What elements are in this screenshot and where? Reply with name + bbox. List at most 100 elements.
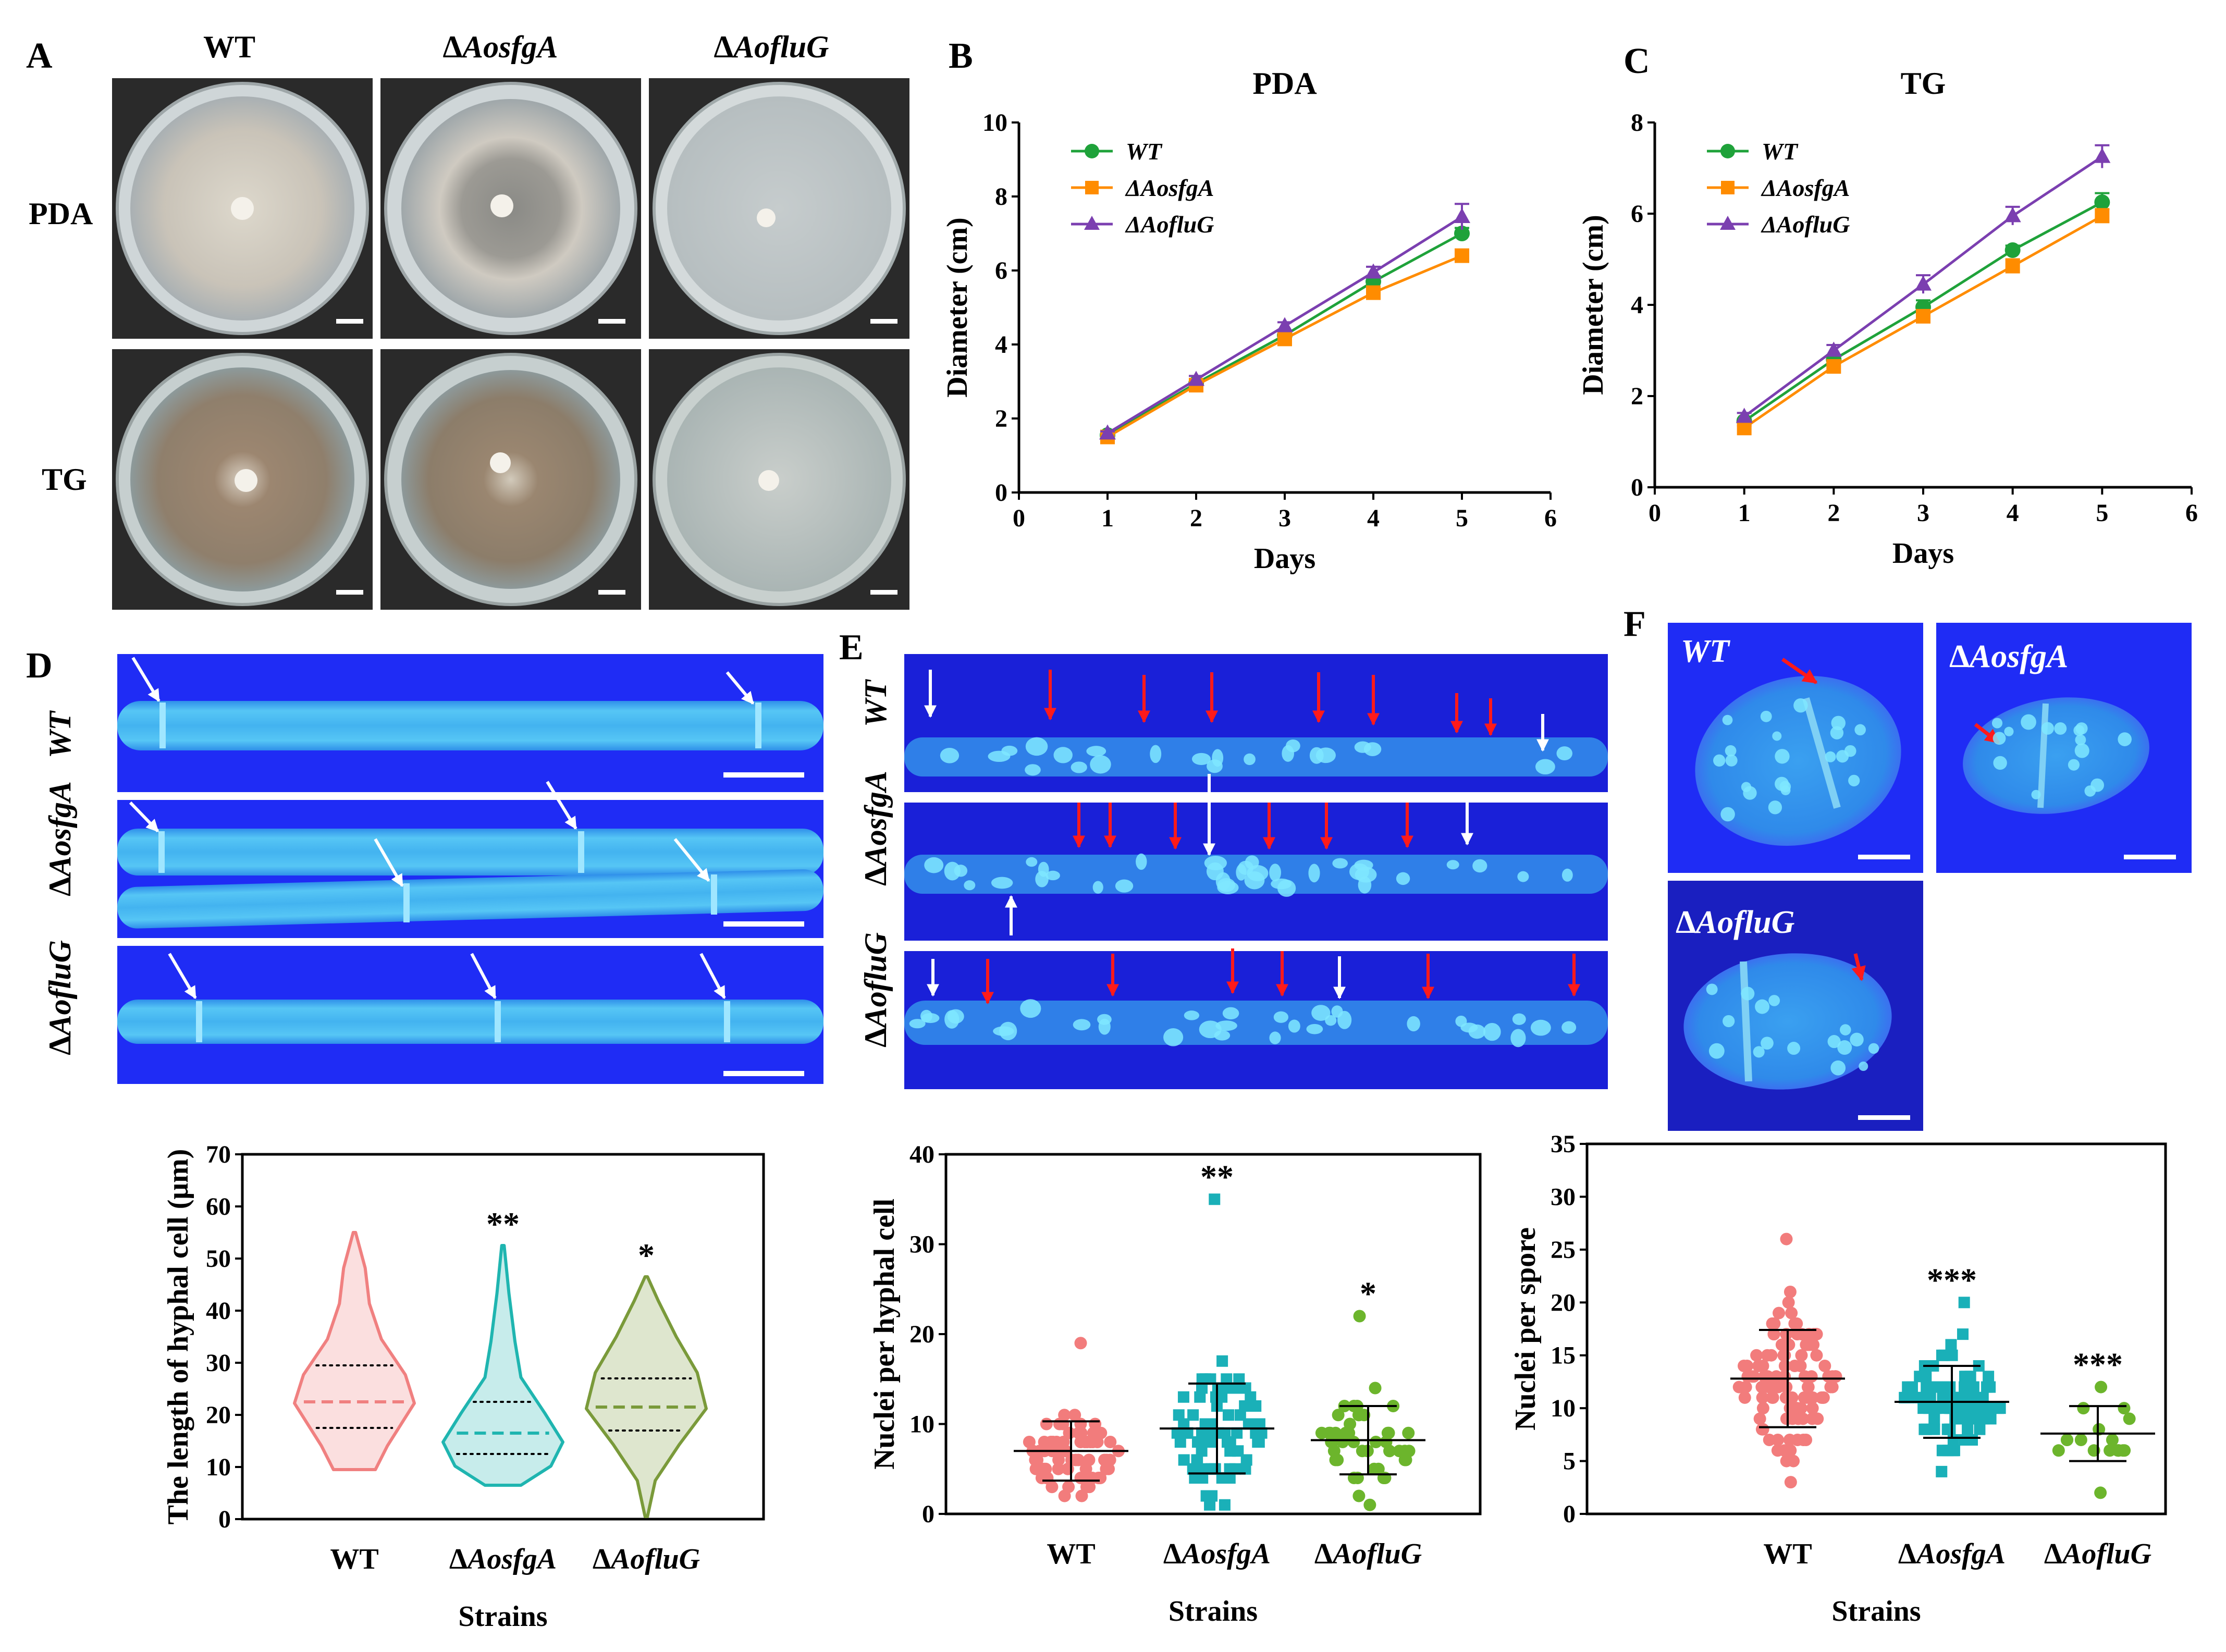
data-point [1806,1391,1819,1404]
nucleus [1269,1031,1281,1044]
data-point [1221,1373,1233,1385]
micro-label-sfg: ΔAosfgA [1949,639,2068,674]
data-point [2094,1486,2107,1499]
nucleus [1483,1022,1501,1041]
scatter-chart-nuclei-spore: 0 5 10 15 20 25 30 35 Strains Nuclei per spore WT Δ… [1509,1130,2167,1628]
nucleus [2031,790,2041,799]
significance-label: *** [1927,1261,1977,1298]
data-point [1958,1297,1970,1309]
data-point [1977,1391,1989,1403]
scale-bar [1858,855,1910,859]
data-point [1250,1400,1262,1412]
nuclei-group [909,999,1577,1047]
legend-label: WT [1126,138,1163,165]
nucleus [1071,761,1087,773]
scale-bar [723,921,804,927]
nucleus [1837,1040,1852,1055]
y-tick-label: 30 [206,1349,231,1377]
data-point [1219,1499,1231,1511]
nucleus [1446,860,1459,870]
data-point [1974,1423,1986,1435]
data-point [1801,1380,1814,1394]
significance-label: *** [2073,1346,2123,1383]
nucleus [920,1009,932,1022]
nucleus [1825,751,1836,762]
data-point [1068,1409,1081,1422]
data-point [1209,1193,1221,1205]
data-point [1755,1423,1768,1436]
data-point [1080,1436,1093,1448]
hypha [117,869,823,929]
y-tick-label: 6 [1631,200,1643,228]
data-point [1402,1426,1415,1439]
nucleus [1460,1022,1478,1033]
data-point [1023,1436,1036,1448]
data-point [1063,1426,1076,1439]
y-tick-label: 10 [1551,1395,1576,1422]
data-point [1978,1413,1990,1425]
col-header-sfg: ΔAosfgA [443,30,558,64]
data-point [1906,1381,1918,1393]
data-point [1326,1436,1339,1448]
x-tick-label: ΔAofluG [2044,1538,2151,1570]
data-point [2077,1402,2090,1415]
data-point [1196,1445,1208,1457]
data-point [1900,1391,1912,1403]
data-point [1954,1413,1966,1425]
inoculum-pda-wt [231,197,254,220]
data-point [1178,1418,1190,1430]
nucleus [1720,807,1735,822]
data-point [1204,1373,1216,1385]
y-tick-label: 70 [206,1141,231,1168]
nucleus [2084,785,2096,797]
data-point [1932,1381,1944,1393]
scale-bar [870,319,897,324]
data-point [1243,1418,1255,1430]
nucleus [1150,745,1162,763]
y-tick-label: 20 [1551,1289,1576,1316]
y-tick-label: 50 [206,1245,231,1273]
nucleus [1768,800,1782,815]
data-point [1921,1381,1933,1393]
septum [1740,961,1752,1082]
row-header-pda: PDA [29,196,93,231]
inoculum-tg-sfg [490,452,511,473]
nucleus [1517,871,1529,882]
data-point [2118,1402,2131,1415]
data-point [1805,1370,1818,1383]
data-point [1187,1409,1199,1421]
data-point [1738,1391,1751,1404]
data-point [1094,1472,1107,1484]
inoculum-tg-wt [235,469,257,492]
data-point [1783,1434,1796,1446]
y-tick-label: 40 [909,1141,934,1168]
y-axis-title: Diameter (cm) [941,217,974,398]
plot-frame [1585,1142,2167,1515]
nuclei-group [1706,698,2132,1076]
nucleus [1512,1013,1526,1025]
data-point [1044,1436,1057,1448]
y-tick-label: 2 [995,405,1007,433]
nucleus [1222,1007,1239,1020]
nucleus [1708,1043,1725,1059]
data-point [1915,275,1932,291]
data-point [2093,1423,2106,1436]
panel-label-d: D [26,646,53,686]
colony-pda-flu [667,96,891,320]
nucleus [947,1009,964,1024]
data-point [1994,1402,2006,1414]
significance-label: ** [486,1205,520,1242]
nucleus [1741,987,1755,1001]
data-point [1103,1453,1116,1466]
data-point [1204,1418,1216,1430]
nucleus [1844,745,1856,757]
nucleus [1184,1010,1200,1020]
legend-label: WT [1762,138,1799,165]
data-point [1040,1417,1053,1431]
violin [293,1231,416,1471]
nucleus [1308,864,1320,883]
data-point [1365,263,1382,279]
x-axis-title: Days [1892,537,1954,570]
nucleus [2118,732,2132,746]
